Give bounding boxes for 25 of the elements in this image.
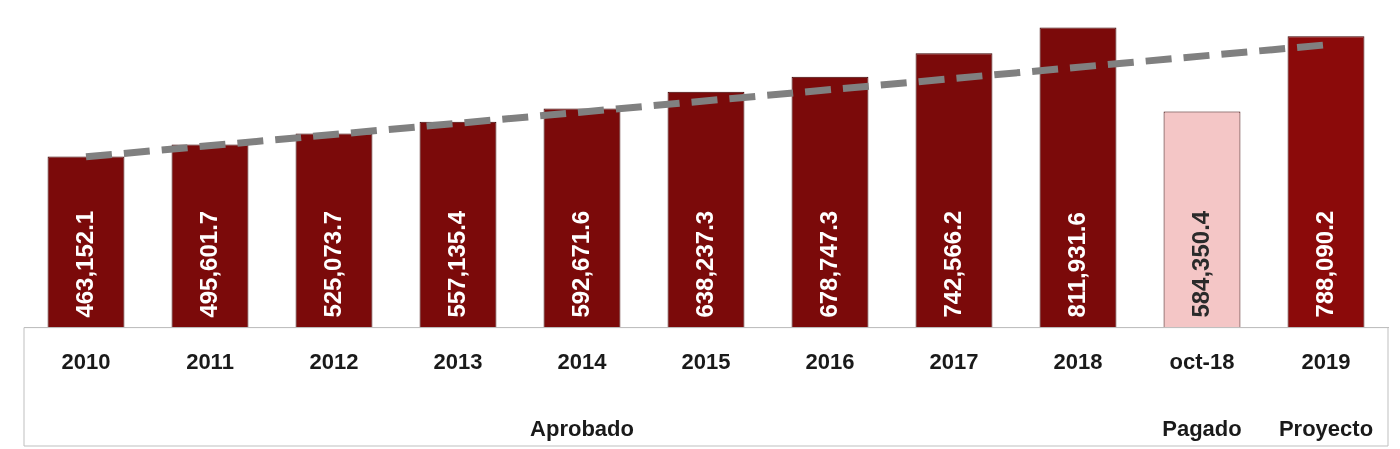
- data-label: 742,566.2: [938, 210, 966, 318]
- x-tick-label: 2013: [433, 348, 483, 374]
- x-tick-label: 2019: [1301, 348, 1351, 374]
- x-tick-label: 2012: [309, 348, 359, 374]
- data-label: 811,931.6: [1062, 212, 1090, 318]
- x-tick-label: 2010: [61, 348, 111, 374]
- x-tick-label: 2015: [681, 348, 731, 374]
- data-label: 678,747.3: [814, 210, 842, 318]
- x-tick-label: 2014: [557, 348, 608, 374]
- data-label: 638,237.3: [690, 210, 718, 318]
- x-tick-label: 2017: [929, 348, 979, 374]
- text: Proyecto: [1278, 416, 1374, 442]
- data-label: 495,601.7: [194, 210, 222, 318]
- text: Aprobado: [530, 416, 634, 442]
- x-tick-label: 2018: [1053, 348, 1103, 374]
- data-label: 584,350.4: [1186, 210, 1214, 318]
- data-label: 463,152.1: [70, 210, 98, 318]
- x-tick-label: oct-18: [1169, 348, 1235, 374]
- data-label: 525,073.7: [318, 210, 346, 318]
- data-label: 788,090.2: [1310, 210, 1338, 318]
- data-label: 592,671.6: [566, 210, 594, 318]
- x-tick-label: 2011: [186, 348, 234, 374]
- data-label: 557,135.4: [442, 210, 470, 318]
- x-tick-label: 2016: [805, 348, 855, 374]
- text: Pagado: [1162, 416, 1242, 442]
